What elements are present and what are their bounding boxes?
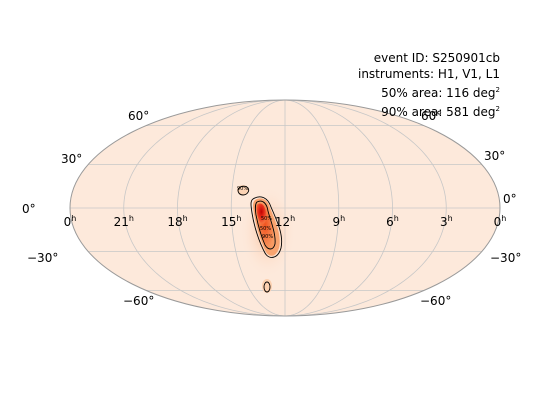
sky-map-outline (69, 99, 501, 317)
ra-labels: 0h 21h 18h 15h 12h 9h 6h 3h 0h (64, 214, 507, 229)
meridian-line (123, 100, 286, 316)
lat-label-eq-right: 0° (503, 192, 517, 206)
meridian-line (284, 100, 340, 316)
contour-label: 90% (237, 186, 248, 192)
contour-90-island-2 (237, 185, 250, 196)
event-info: event ID: S250901cb instruments: H1, V1,… (358, 50, 500, 120)
area-90: 90% area: 581 deg2 (381, 105, 500, 119)
lat-label-n60: 60° (128, 109, 149, 123)
contour-labels: 90% 50% 50% 90% (237, 186, 273, 240)
lat-label-n60-right: 60° (421, 109, 442, 123)
ra-label: 21h (114, 214, 134, 229)
probability-region (237, 185, 296, 293)
probability-peak (256, 203, 267, 224)
contour-90-main (250, 196, 283, 258)
contour-label: 90% (262, 234, 273, 240)
instruments: instruments: H1, V1, L1 (357, 67, 500, 81)
meridian-line (177, 100, 286, 316)
contour-label: 50% (261, 216, 272, 222)
probability-minor-lobe (262, 279, 272, 293)
credible-contours (237, 185, 283, 293)
ra-label: 0h (494, 214, 507, 229)
contour-label: 50% (260, 226, 271, 232)
lat-label-s60-right: −60° (420, 294, 451, 308)
ra-label: 18h (167, 214, 187, 229)
lat-label-n30: 30° (61, 152, 82, 166)
meridian-line (284, 100, 447, 316)
ra-label: 15h (221, 214, 241, 229)
meridian-line (284, 100, 393, 316)
event-id: event ID: S250901cb (373, 51, 500, 65)
lat-label-s60: −60° (123, 294, 154, 308)
lat-label-eq: 0° (22, 202, 36, 216)
ra-label: 12h (275, 214, 295, 229)
meridian-line (230, 100, 286, 316)
contour-50-main (254, 200, 276, 250)
contour-90-island (263, 281, 271, 293)
lat-label-s30: −30° (27, 251, 58, 265)
area-50: 50% area: 116 deg2 (381, 86, 500, 100)
lat-label-n30-right: 30° (484, 149, 505, 163)
lat-label-s30-right: −30° (490, 251, 521, 265)
